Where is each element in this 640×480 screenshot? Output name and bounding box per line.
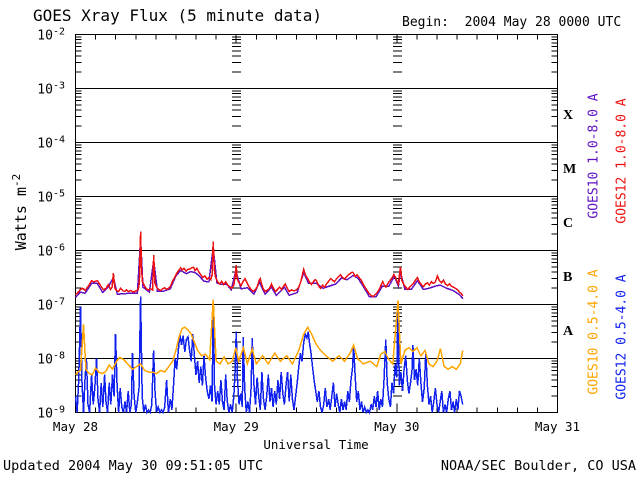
flare-class-letter: A bbox=[563, 323, 574, 339]
y-tick-label: 10-4 bbox=[37, 133, 65, 152]
credit-text: NOAA/SEC Boulder, CO USA bbox=[440, 458, 636, 474]
y-tick-label: 10-7 bbox=[37, 295, 65, 314]
y-axis-title: Watts m-2 bbox=[10, 174, 30, 250]
y-tick-label: 10-5 bbox=[37, 187, 65, 206]
x-tick-label: May 31 bbox=[534, 419, 581, 434]
x-tick-label: May 30 bbox=[374, 419, 420, 434]
series-trace-goes12-1-0-8-0-a bbox=[74, 231, 464, 298]
flare-class-letter: C bbox=[563, 215, 574, 231]
y-tick-label: 10-8 bbox=[37, 349, 65, 368]
chart-title: GOES Xray Flux (5 minute data) bbox=[33, 6, 322, 25]
flare-class-letter: B bbox=[563, 269, 573, 285]
series-label: GOES10 0.5-4.0 A bbox=[586, 269, 602, 395]
updated-timestamp: Updated 2004 May 30 09:51:05 UTC bbox=[3, 458, 264, 474]
x-tick-label: May 28 bbox=[52, 419, 99, 434]
series-trace-goes10-1-0-8-0-a bbox=[74, 238, 464, 300]
begin-timestamp: Begin: 2004 May 28 0000 UTC bbox=[402, 15, 622, 30]
flare-class-letter: M bbox=[563, 161, 577, 177]
x-axis-title: Universal Time bbox=[263, 437, 369, 452]
series-trace-goes12-0-5-4-0-a bbox=[74, 296, 464, 415]
x-tick-label: May 29 bbox=[213, 419, 259, 434]
y-tick-label: 10-3 bbox=[37, 79, 65, 98]
series-label: GOES12 1.0-8.0 A bbox=[614, 98, 630, 224]
y-axis-title-exponent: -2 bbox=[10, 173, 23, 188]
y-axis-title-base: Watts m bbox=[12, 187, 30, 251]
y-tick-label: 10-2 bbox=[37, 25, 65, 44]
series-trace-goes10-0-5-4-0-a bbox=[74, 299, 464, 376]
flare-class-letter: X bbox=[563, 107, 574, 123]
y-tick-label: 10-6 bbox=[37, 241, 65, 260]
y-tick-label: 10-9 bbox=[37, 403, 65, 422]
series-label: GOES10 1.0-8.0 A bbox=[586, 93, 602, 219]
series-label: GOES12 0.5-4.0 A bbox=[614, 274, 630, 400]
plot-frame bbox=[75, 34, 559, 413]
